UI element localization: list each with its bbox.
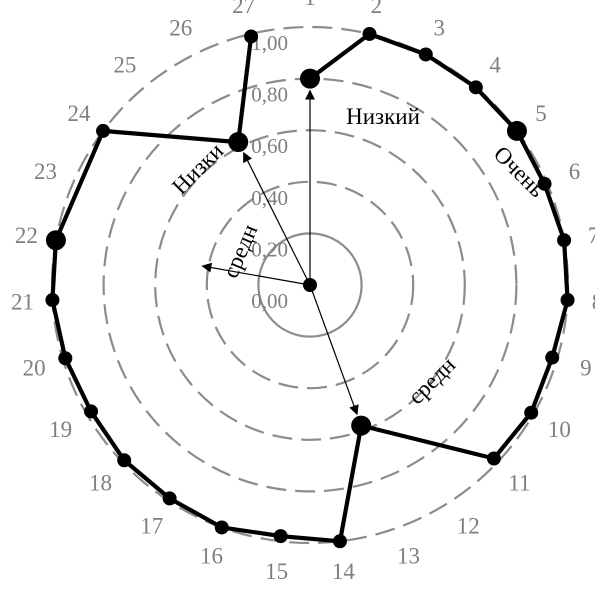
category-label: 1 (304, 0, 316, 10)
category-label: 23 (34, 159, 57, 184)
category-label: 3 (434, 16, 446, 41)
radial-tick-labels: 0,000,200,400,600,801,00 (251, 31, 288, 313)
data-point (228, 132, 249, 153)
category-labels: 1234567891011121314151617181920212223242… (11, 0, 595, 584)
tick-label: 0,40 (251, 186, 288, 210)
grid-ring-2 (205, 180, 415, 390)
category-label: 16 (200, 544, 223, 569)
category-label: 24 (67, 101, 91, 126)
data-point (162, 491, 177, 506)
arrow (243, 151, 311, 286)
annotation-label: средн (403, 352, 460, 409)
data-point (486, 451, 501, 466)
series (45, 26, 575, 549)
category-label: 12 (457, 514, 480, 539)
category-label: 6 (569, 159, 581, 184)
data-point (45, 230, 66, 251)
data-point (557, 233, 572, 248)
data-point (117, 453, 132, 468)
annotation-arrows (201, 89, 359, 416)
data-point (418, 47, 433, 62)
category-label: 25 (113, 52, 136, 77)
category-label: 7 (588, 223, 595, 248)
category-label: 13 (397, 544, 420, 569)
center-point (303, 278, 317, 292)
tick-label: 0,80 (251, 83, 288, 107)
category-label: 14 (332, 559, 356, 584)
tick-label: 0,20 (251, 237, 288, 261)
category-label: 10 (548, 417, 571, 442)
data-point (214, 520, 229, 535)
category-label: 20 (23, 356, 46, 381)
data-point (506, 120, 527, 141)
category-label: 9 (580, 356, 592, 381)
annotation-label: Очень (489, 141, 550, 202)
tick-label: 0,00 (251, 289, 288, 313)
category-label: 2 (371, 0, 383, 18)
category-label: 8 (592, 290, 595, 315)
data-point (45, 293, 60, 308)
data-point (537, 176, 552, 191)
category-label: 22 (15, 223, 38, 248)
annotation-label: Низкий (346, 104, 420, 129)
data-point (545, 350, 560, 365)
series-line-1 (50, 31, 570, 544)
category-label: 18 (89, 471, 112, 496)
arrow (201, 262, 311, 286)
tick-label: 0,60 (251, 134, 288, 158)
category-label: 19 (49, 417, 72, 442)
category-label: 21 (11, 290, 34, 315)
data-point (84, 404, 99, 419)
data-point (332, 534, 347, 549)
data-point (244, 29, 259, 44)
category-label: 27 (232, 0, 255, 18)
data-point (273, 529, 288, 544)
data-point (96, 123, 111, 138)
category-label: 4 (489, 52, 501, 77)
category-label: 26 (169, 16, 192, 41)
category-label: 5 (535, 101, 547, 126)
data-point (58, 351, 73, 366)
data-point (351, 415, 372, 436)
category-label: 15 (265, 559, 288, 584)
category-label: 17 (140, 514, 163, 539)
category-label: 11 (508, 471, 530, 496)
arrow (309, 284, 359, 416)
data-point (468, 80, 483, 95)
data-point (560, 293, 575, 308)
data-point (362, 26, 377, 41)
data-point (524, 405, 539, 420)
data-point (300, 68, 320, 89)
annotation-label: Низки (167, 138, 228, 199)
